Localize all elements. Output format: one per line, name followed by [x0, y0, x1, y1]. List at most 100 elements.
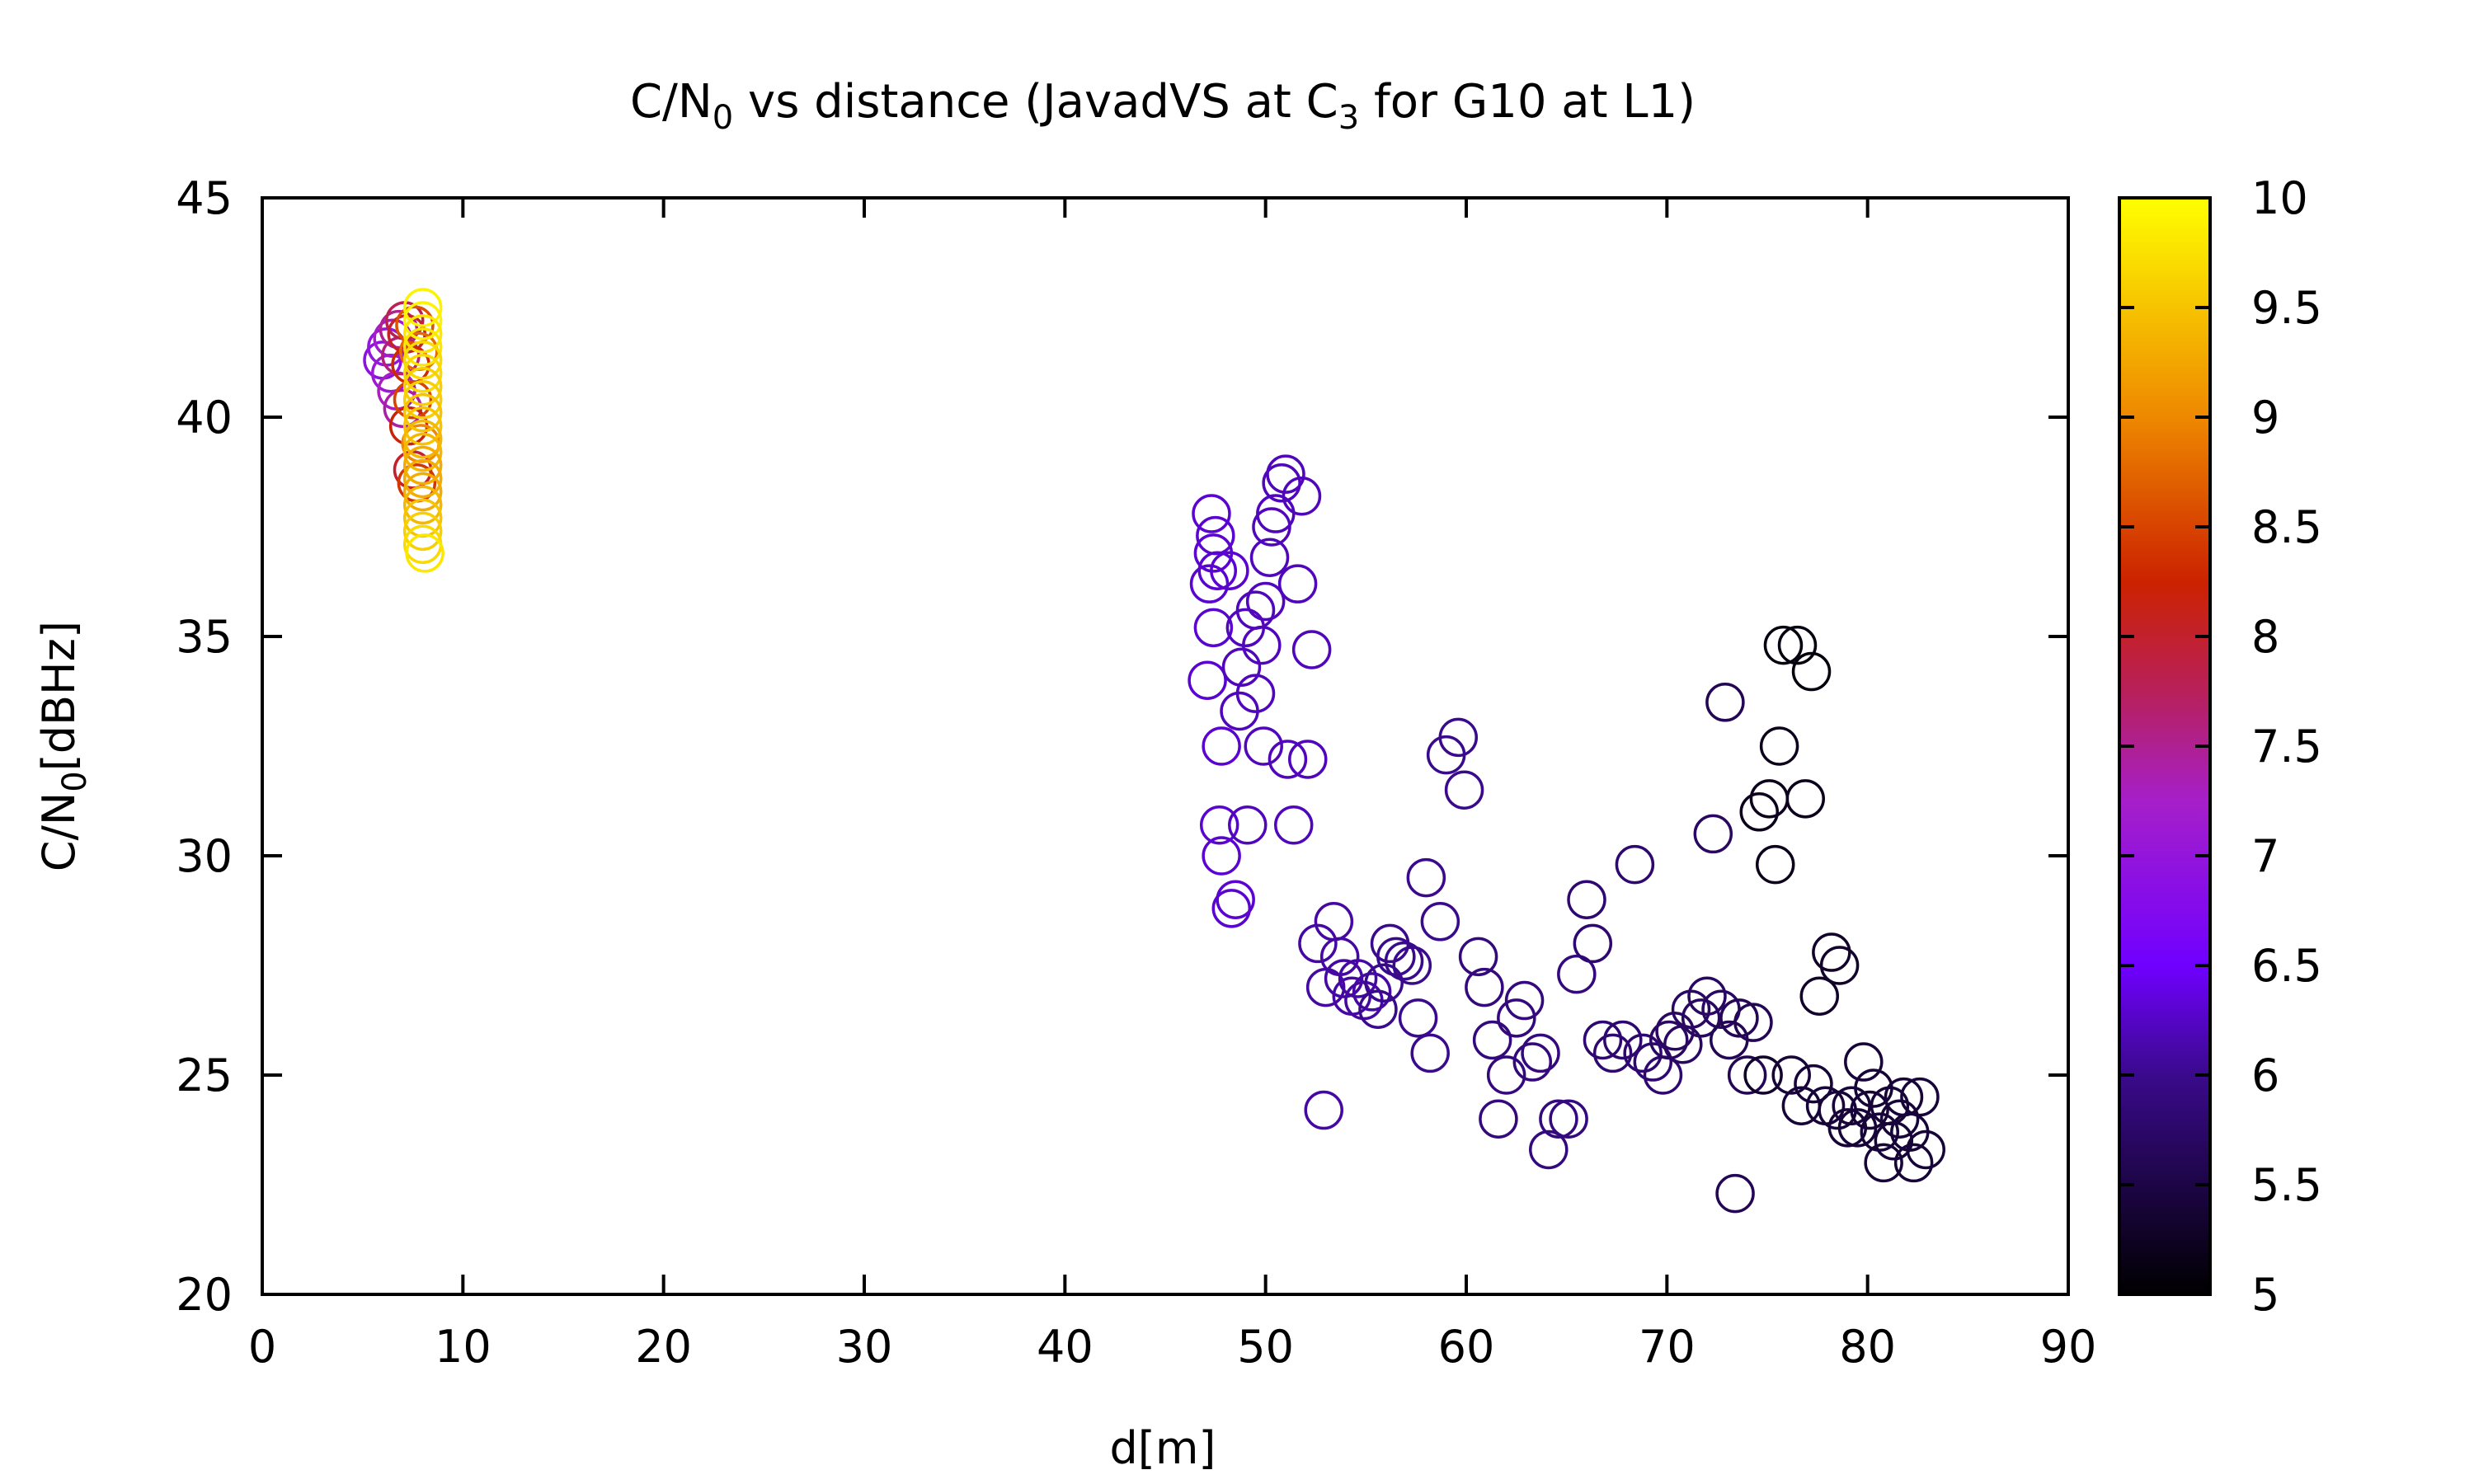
data-point: [1497, 998, 1536, 1038]
data-point: [1771, 1055, 1811, 1095]
data-point: [393, 379, 433, 420]
x-tick-label: 50: [1237, 1321, 1294, 1373]
y-tick-label: 30: [176, 830, 233, 882]
y-tick-label: 40: [176, 392, 233, 444]
data-point: [402, 432, 443, 472]
data-point: [1681, 998, 1721, 1038]
data-point: [1573, 923, 1613, 964]
data-point: [1338, 959, 1378, 998]
x-tick-label: 70: [1639, 1321, 1696, 1373]
data-point: [1273, 805, 1314, 845]
data-point: [1189, 564, 1230, 603]
data-point: [402, 406, 443, 446]
data-points: [363, 288, 1945, 1214]
colorbar-tick-label: 8: [2251, 611, 2279, 663]
data-point: [1324, 959, 1364, 998]
data-point: [402, 511, 443, 552]
data-point: [1211, 889, 1252, 928]
data-point: [1410, 1033, 1450, 1073]
data-point: [1486, 1055, 1526, 1095]
data-point: [1504, 980, 1545, 1021]
data-point: [1444, 770, 1484, 810]
data-point: [402, 314, 443, 354]
data-point: [1549, 1099, 1588, 1139]
x-tick-label: 80: [1839, 1321, 1896, 1373]
data-point: [405, 533, 444, 573]
data-point: [1687, 976, 1727, 1016]
data-point: [1291, 630, 1332, 669]
data-point: [1663, 1025, 1703, 1064]
data-point: [1649, 1020, 1689, 1060]
data-point: [1298, 923, 1338, 964]
data-point: [1567, 880, 1606, 919]
data-point: [1879, 1099, 1920, 1139]
data-point: [1202, 836, 1241, 876]
colorbar-tick-label: 9: [2251, 392, 2279, 444]
data-point: [1719, 998, 1759, 1038]
data-point: [1521, 1033, 1560, 1073]
data-point: [1277, 564, 1318, 603]
data-point: [1864, 1143, 1903, 1183]
data-point: [402, 485, 443, 525]
data-point: [1799, 976, 1840, 1016]
data-point: [1192, 494, 1231, 533]
data-point: [1479, 1099, 1518, 1139]
data-point: [402, 379, 443, 420]
y-tick-label: 20: [176, 1269, 233, 1321]
data-point: [1262, 463, 1301, 503]
data-point: [1288, 740, 1328, 779]
data-point: [402, 445, 443, 486]
colorbar-tick-label: 7.5: [2251, 721, 2322, 773]
y-axis-label: C/N0[dBHz]: [33, 621, 94, 871]
data-point: [1512, 1042, 1553, 1082]
data-point: [402, 327, 443, 367]
data-point: [1188, 660, 1227, 700]
data-point: [1420, 902, 1460, 942]
colorbar-tick-label: 7: [2251, 830, 2279, 882]
x-axis-label: d[m]: [1109, 1422, 1216, 1474]
data-point: [1392, 946, 1432, 985]
data-point: [402, 458, 443, 499]
colorbar-tick-label: 10: [2251, 172, 2308, 224]
data-point: [1763, 625, 1804, 665]
colorbar-tick-label: 6: [2251, 1050, 2279, 1101]
data-point: [1710, 1020, 1749, 1060]
data-point: [1739, 792, 1780, 832]
data-point: [1398, 998, 1438, 1038]
data-point: [402, 301, 443, 340]
data-point: [1844, 1042, 1884, 1082]
chart-title: C/N0 vs distance (JavadVS at C3 for G10 …: [630, 75, 1696, 137]
data-point: [1358, 989, 1398, 1029]
data-point: [1615, 844, 1655, 885]
data-point: [1705, 683, 1745, 722]
data-point: [1539, 1099, 1578, 1139]
data-point: [1438, 717, 1479, 758]
data-point: [1603, 1020, 1643, 1060]
data-point: [1900, 1077, 1940, 1117]
data-point: [1812, 932, 1851, 972]
data-point: [1727, 1055, 1767, 1095]
data-point: [1242, 625, 1282, 665]
data-point: [1583, 1020, 1623, 1060]
data-point: [1906, 1129, 1945, 1170]
data-point: [1465, 967, 1504, 1007]
data-point: [1785, 779, 1825, 819]
data-point: [1529, 1129, 1569, 1170]
data-point: [1755, 844, 1795, 885]
colorbar-tick-label: 9.5: [2251, 282, 2322, 334]
x-tick-label: 0: [248, 1321, 276, 1373]
data-point: [1228, 805, 1268, 845]
data-point: [1759, 726, 1799, 766]
data-point: [1794, 1064, 1833, 1104]
data-point: [1199, 805, 1239, 845]
x-tick-label: 40: [1037, 1321, 1094, 1373]
data-point: [402, 472, 443, 512]
data-point: [1249, 538, 1290, 577]
data-point: [1733, 1003, 1773, 1042]
y-axis: 20 25 30 35 40 45: [176, 172, 2068, 1321]
x-tick-label: 60: [1438, 1321, 1495, 1373]
data-point: [402, 340, 443, 380]
data-point: [1850, 1090, 1889, 1130]
data-point: [1406, 857, 1446, 898]
x-tick-label: 20: [635, 1321, 692, 1373]
